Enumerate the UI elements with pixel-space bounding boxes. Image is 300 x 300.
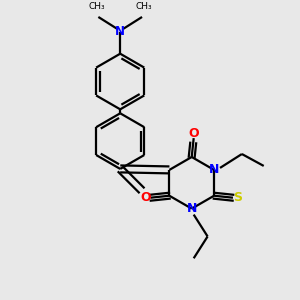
Text: S: S: [233, 191, 242, 204]
Text: N: N: [209, 164, 219, 176]
Text: O: O: [188, 127, 199, 140]
Text: CH₃: CH₃: [136, 2, 152, 11]
Text: N: N: [115, 26, 125, 38]
Text: CH₃: CH₃: [88, 2, 105, 11]
Text: O: O: [140, 191, 151, 204]
Text: N: N: [187, 202, 197, 215]
